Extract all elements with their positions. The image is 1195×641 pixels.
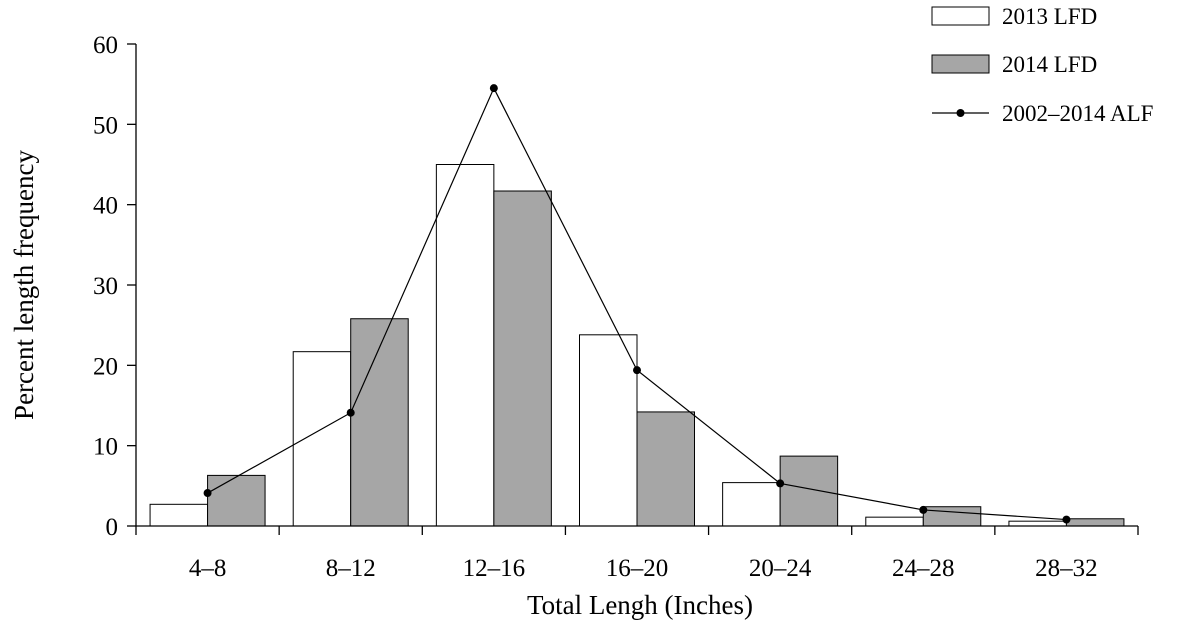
line-layer	[203, 84, 1071, 524]
legend-label-0: 2013 LFD	[1002, 4, 1097, 29]
legend-label-2: 2002–2014 ALF	[1002, 101, 1153, 126]
y-tick-label: 10	[93, 434, 118, 461]
y-tick-label: 0	[106, 514, 119, 541]
bar-2013-lfd-2	[435, 164, 495, 527]
line-point-2	[489, 84, 498, 93]
line-point-4	[776, 479, 785, 488]
bar-2013-lfd-5	[865, 516, 924, 527]
x-tick-label: 4–8	[189, 555, 227, 582]
legend-marker	[956, 109, 965, 117]
bar-2014-lfd-0	[207, 474, 266, 527]
line-point-0	[203, 489, 212, 498]
bar-2013-lfd-3	[579, 334, 638, 527]
y-tick-label: 40	[93, 193, 118, 220]
bar-2014-lfd-3	[636, 411, 695, 527]
legend: 2013 LFD 2014 LFD 2002–2014 ALF	[931, 4, 1153, 126]
bar-2014-lfd-2	[493, 190, 552, 527]
line-point-3	[633, 366, 641, 375]
legend-swatch-1	[931, 54, 990, 74]
x-tick-label: 8–12	[326, 555, 376, 582]
bar-2014-lfd-4	[779, 455, 839, 527]
bars-layer	[149, 164, 1125, 527]
y-tick-label: 30	[93, 273, 118, 300]
bar-2013-lfd-6	[1008, 520, 1067, 527]
bar-2014-lfd-1	[350, 318, 409, 527]
x-tick-label: 28–32	[1035, 555, 1098, 582]
line-point-6	[1062, 515, 1071, 524]
x-axis-label: Total Lengh (Inches)	[527, 590, 753, 620]
legend-swatch-0	[931, 6, 990, 26]
bar-2013-lfd-4	[722, 482, 781, 527]
x-tick-label: 12–16	[463, 555, 526, 582]
axes-layer: 0 10 20 30 40 50 60 4–8 8–12 12–16 16–20 20–24 24–28…	[93, 32, 1139, 582]
y-axis-label: Percent length frequency	[9, 150, 39, 420]
legend-label-1: 2014 LFD	[1002, 52, 1097, 77]
line-point-5	[919, 505, 928, 514]
y-tick-label: 50	[93, 112, 118, 139]
y-tick-label: 60	[93, 32, 118, 59]
bar-2013-lfd-0	[149, 503, 209, 527]
y-tick-label: 20	[93, 353, 118, 380]
x-tick-label: 16–20	[606, 555, 669, 582]
bar-2014-lfd-5	[922, 506, 982, 527]
x-tick-label: 20–24	[749, 555, 812, 582]
bar-2013-lfd-1	[292, 351, 352, 527]
bar-2014-lfd-6	[1065, 518, 1125, 527]
line-point-1	[346, 408, 355, 417]
x-tick-label: 24–28	[892, 555, 955, 582]
